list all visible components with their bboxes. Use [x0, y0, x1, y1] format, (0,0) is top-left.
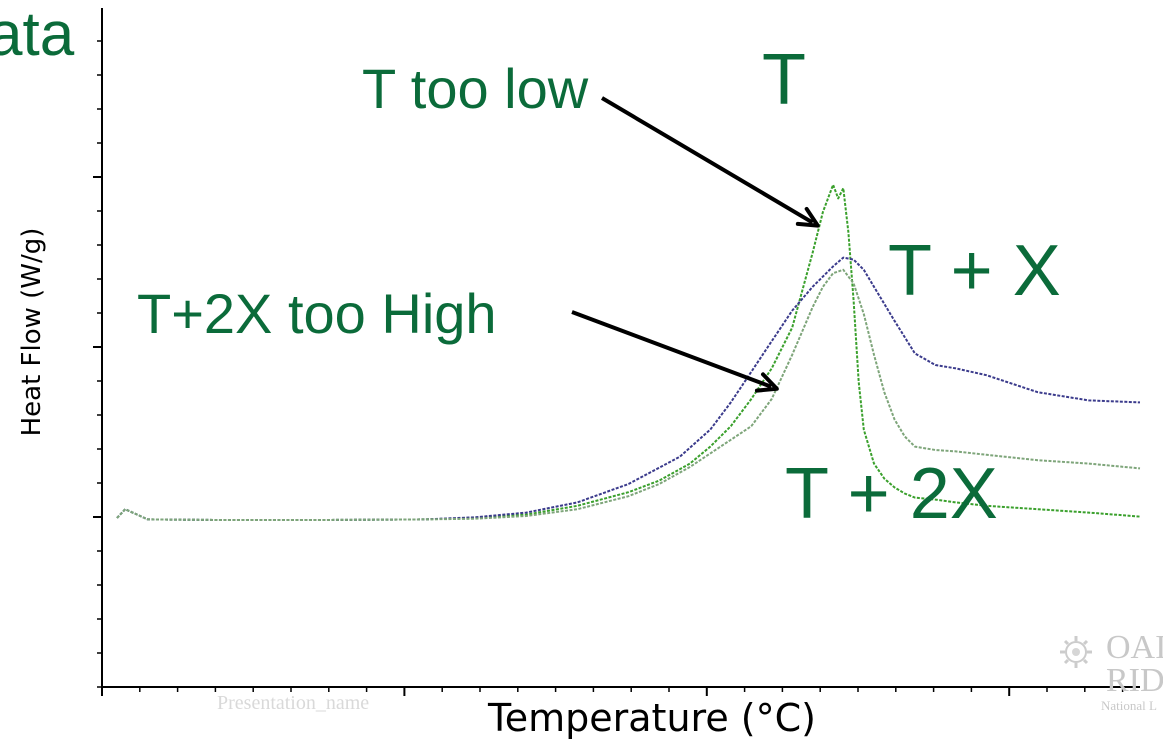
- arrow-head: [795, 206, 820, 228]
- annotation-t-plus-x: T + X: [888, 231, 1061, 311]
- arrow-shaft: [571, 310, 772, 389]
- arrow-head: [754, 372, 779, 393]
- logo-line-3: National L: [1101, 698, 1157, 713]
- series-group: [116, 183, 1141, 521]
- logo-line-1: OAI: [1106, 629, 1163, 666]
- y-axis-ticks: [93, 40, 102, 688]
- lab-logo: OAI RID National L: [1060, 629, 1163, 713]
- arrow-high: [571, 310, 779, 393]
- x-axis-ticks: [101, 687, 1124, 696]
- annotation-t-plus-2x: T + 2X: [785, 454, 998, 534]
- partial-title: ata: [0, 0, 75, 69]
- annotation-t: T: [762, 40, 806, 120]
- arrow-low: [600, 96, 820, 228]
- series-line-t-2x: [116, 268, 1141, 521]
- annotation-t2x-too-high: T+2X too High: [137, 282, 497, 345]
- y-axis-label: Heat Flow (W/g): [17, 228, 47, 437]
- footer-presentation-name: Presentation_name: [217, 692, 369, 714]
- annotation-t-too-low: T too low: [362, 57, 589, 120]
- series-line-t-x: [116, 256, 1141, 521]
- arrow-shaft: [600, 96, 814, 225]
- axes: [93, 8, 1140, 696]
- x-axis-label: Temperature (°C): [487, 696, 816, 740]
- annotation-arrows: [571, 96, 820, 393]
- series-line-t: [116, 183, 1141, 521]
- logo-line-2: RID: [1106, 662, 1163, 699]
- logo-leaf-icon: [1060, 636, 1092, 668]
